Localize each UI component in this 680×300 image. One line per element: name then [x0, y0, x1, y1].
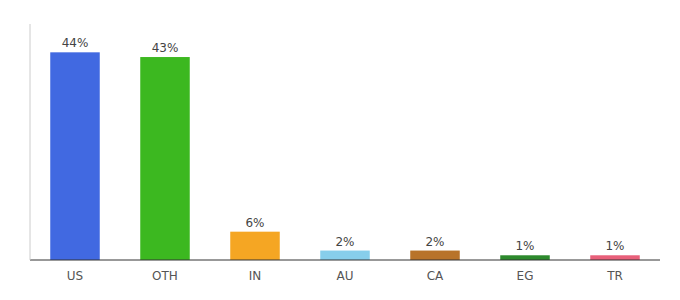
bar — [140, 57, 190, 260]
data-label: 43% — [152, 41, 179, 55]
x-axis-line — [30, 260, 660, 261]
data-label: 44% — [62, 36, 89, 50]
bars — [50, 52, 640, 260]
chart-container: 44% 43% 6% 2% 2% 1% 1% US OTH IN AU CA EG TR — [0, 0, 680, 300]
x-tick-label: CA — [427, 269, 444, 283]
data-label: 1% — [515, 239, 534, 253]
x-tick-label: OTH — [152, 269, 178, 283]
x-tick-label: AU — [337, 269, 354, 283]
data-label: 2% — [425, 235, 444, 249]
y-axis-line — [30, 24, 31, 260]
data-label: 1% — [605, 239, 624, 253]
bar — [230, 232, 280, 260]
data-labels: 44% 43% 6% 2% 2% 1% 1% — [62, 36, 625, 253]
bar — [590, 255, 640, 260]
x-tick-label: IN — [249, 269, 262, 283]
chart: 44% 43% 6% 2% 2% 1% 1% US OTH IN AU CA EG TR — [0, 0, 680, 300]
bar — [50, 52, 100, 260]
bar — [320, 251, 370, 260]
x-tick-label: TR — [606, 269, 623, 283]
data-label: 2% — [335, 235, 354, 249]
x-tick-label: US — [67, 269, 83, 283]
bar — [500, 255, 550, 260]
axes: US OTH IN AU CA EG TR — [30, 24, 660, 283]
x-tick-label: EG — [517, 269, 534, 283]
bar — [410, 251, 460, 260]
data-label: 6% — [245, 216, 264, 230]
